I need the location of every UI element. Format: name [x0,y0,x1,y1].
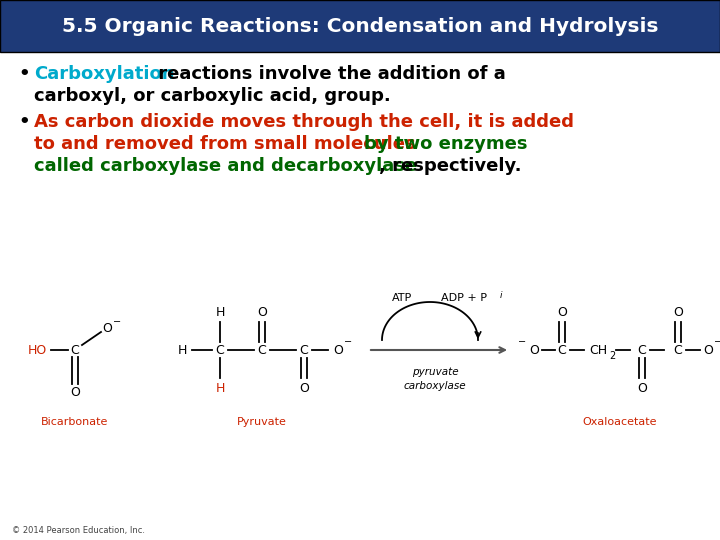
Text: ATP: ATP [392,293,412,303]
Text: •: • [18,113,30,131]
Text: to and removed from small molecules: to and removed from small molecules [34,135,422,153]
Text: Oxaloacetate: Oxaloacetate [582,417,657,427]
Text: i: i [500,291,503,300]
Text: O: O [102,321,112,334]
Text: HO: HO [27,343,47,356]
Text: ADP + P: ADP + P [441,293,487,303]
Text: C: C [215,343,225,356]
FancyBboxPatch shape [0,0,720,52]
Text: C: C [71,343,79,356]
Text: •: • [18,65,30,83]
Text: C: C [300,343,308,356]
Text: CH: CH [589,343,607,356]
Text: H: H [177,343,186,356]
Text: −: − [113,317,121,327]
Text: Carboxylation: Carboxylation [34,65,174,83]
Text: 5.5 Organic Reactions: Condensation and Hydrolysis: 5.5 Organic Reactions: Condensation and … [62,17,658,36]
Text: called carboxylase and decarboxylase: called carboxylase and decarboxylase [34,157,417,175]
Text: pyruvate: pyruvate [412,367,459,377]
Text: O: O [299,381,309,395]
Text: O: O [637,381,647,395]
Text: O: O [529,343,539,356]
Text: reactions involve the addition of a: reactions involve the addition of a [152,65,505,83]
Text: −: − [518,337,526,347]
Text: O: O [557,306,567,319]
Text: C: C [638,343,647,356]
Text: O: O [257,306,267,319]
Text: O: O [673,306,683,319]
Text: C: C [674,343,683,356]
Text: H: H [215,381,225,395]
Text: by two enzymes: by two enzymes [364,135,528,153]
Text: C: C [557,343,567,356]
Text: Pyruvate: Pyruvate [237,417,287,427]
Text: H: H [215,306,225,319]
Text: −: − [714,337,720,347]
Text: © 2014 Pearson Education, Inc.: © 2014 Pearson Education, Inc. [12,525,145,535]
Text: O: O [333,343,343,356]
Text: Bicarbonate: Bicarbonate [41,417,109,427]
Text: O: O [703,343,713,356]
Text: As carbon dioxide moves through the cell, it is added: As carbon dioxide moves through the cell… [34,113,574,131]
Text: carboxyl, or carboxylic acid, group.: carboxyl, or carboxylic acid, group. [34,87,391,105]
Text: , respectively.: , respectively. [379,157,521,175]
Text: 2: 2 [609,351,615,361]
Text: −: − [344,337,352,347]
Text: O: O [70,386,80,399]
Text: C: C [258,343,266,356]
Text: carboxylase: carboxylase [404,381,467,391]
